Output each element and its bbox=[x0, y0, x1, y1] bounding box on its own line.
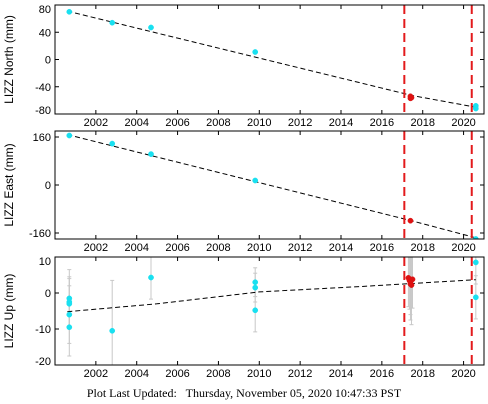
data-point bbox=[109, 327, 116, 334]
x-tick-label: 2002 bbox=[84, 242, 108, 254]
x-tick-label: 2014 bbox=[329, 368, 353, 380]
data-point bbox=[66, 324, 73, 331]
data-point bbox=[66, 300, 73, 307]
data-point-recent bbox=[408, 282, 415, 288]
x-tick-label: 2004 bbox=[124, 368, 148, 380]
panel-2: LIZZ East (mm) 2002 2004 2006 2008 2010 2012 20… bbox=[2, 130, 485, 254]
x-tick-label: 2016 bbox=[370, 368, 394, 380]
x-tick-label: 2004 bbox=[124, 117, 148, 129]
x-tick-label: 2020 bbox=[451, 117, 475, 129]
y-tick-label: 80 bbox=[39, 4, 51, 16]
x-tick-label: 2006 bbox=[165, 117, 189, 129]
x-tick-label: 2010 bbox=[247, 117, 271, 129]
data-point bbox=[472, 105, 479, 112]
y-tick-label: -20 bbox=[35, 356, 51, 368]
y-tick-label: 0 bbox=[45, 55, 51, 67]
y-axis-title: LIZZ Up (mm) bbox=[2, 274, 16, 349]
plot-area bbox=[66, 131, 479, 239]
data-point bbox=[148, 24, 154, 31]
x-tick-label: 2008 bbox=[206, 242, 230, 254]
data-point bbox=[252, 177, 259, 184]
y-tick-label: 40 bbox=[39, 27, 51, 39]
data-point-recent bbox=[409, 276, 416, 283]
x-tick-label: 2006 bbox=[165, 368, 189, 380]
data-point bbox=[252, 284, 259, 291]
x-tick-label: 2020 bbox=[451, 368, 475, 380]
last-updated-date: Thursday, November 05, 2020 10:47:33 PST bbox=[185, 386, 402, 400]
x-tick-label: 2010 bbox=[247, 368, 271, 380]
x-tick-label: 2010 bbox=[247, 242, 271, 254]
data-point bbox=[148, 274, 154, 281]
panel-1: LIZZ North (mm) 2002 2004 2006 2008 2010 2012 2… bbox=[2, 4, 485, 129]
x-tick-label: 2012 bbox=[288, 242, 312, 254]
data-point bbox=[109, 140, 116, 147]
x-tick-label: 2008 bbox=[206, 117, 230, 129]
y-tick-label: -80 bbox=[35, 105, 51, 117]
fit-line bbox=[67, 10, 476, 108]
panel-frame bbox=[54, 4, 485, 115]
panel-frame bbox=[54, 256, 485, 366]
data-point bbox=[66, 311, 73, 318]
y-tick-label: -160 bbox=[29, 228, 51, 240]
plot-last-updated: Plot Last Updated: Thursday, November 05… bbox=[0, 386, 488, 401]
y-tick-label: -10 bbox=[35, 324, 51, 336]
y-tick-label: 0 bbox=[45, 288, 51, 300]
x-tick-label: 2018 bbox=[410, 368, 434, 380]
data-point bbox=[109, 19, 116, 26]
data-point bbox=[148, 151, 154, 157]
y-axis-title: LIZZ East (mm) bbox=[2, 143, 16, 226]
x-tick-label: 2014 bbox=[329, 242, 353, 254]
x-tick-label: 2016 bbox=[370, 117, 394, 129]
data-point-recent bbox=[408, 94, 415, 101]
data-point bbox=[472, 259, 479, 266]
y-tick-label: -40 bbox=[35, 82, 51, 94]
x-tick-label: 2018 bbox=[410, 242, 434, 254]
x-tick-label: 2006 bbox=[165, 242, 189, 254]
x-tick-label: 2014 bbox=[329, 117, 353, 129]
last-updated-label: Plot Last Updated: bbox=[86, 386, 177, 400]
x-tick-label: 2012 bbox=[288, 117, 312, 129]
data-point bbox=[252, 307, 259, 314]
data-point bbox=[472, 294, 479, 301]
y-axis-title: LIZZ North (mm) bbox=[2, 15, 16, 104]
x-tick-label: 2016 bbox=[370, 242, 394, 254]
x-tick-label: 2008 bbox=[206, 368, 230, 380]
y-tick-label: 0 bbox=[45, 180, 51, 192]
fit-line bbox=[67, 279, 476, 313]
data-point-recent bbox=[407, 217, 414, 224]
y-tick-label: 10 bbox=[39, 256, 51, 268]
x-tick-label: 2018 bbox=[410, 117, 434, 129]
plot-area bbox=[66, 257, 479, 365]
x-tick-label: 2004 bbox=[124, 242, 148, 254]
data-point bbox=[66, 8, 73, 15]
x-tick-label: 2002 bbox=[84, 368, 108, 380]
x-tick-label: 2012 bbox=[288, 368, 312, 380]
x-tick-label: 2002 bbox=[84, 117, 108, 129]
x-tick-label: 2020 bbox=[451, 242, 475, 254]
fit-line bbox=[67, 134, 476, 239]
data-point bbox=[66, 132, 73, 139]
y-tick-label: 160 bbox=[33, 132, 51, 144]
panel-3: LIZZ Up (mm) 2002 2004 2006 2008 2010 2012 2014… bbox=[2, 256, 485, 380]
data-point bbox=[252, 279, 259, 286]
data-point bbox=[252, 49, 259, 55]
plot-area bbox=[66, 5, 479, 114]
